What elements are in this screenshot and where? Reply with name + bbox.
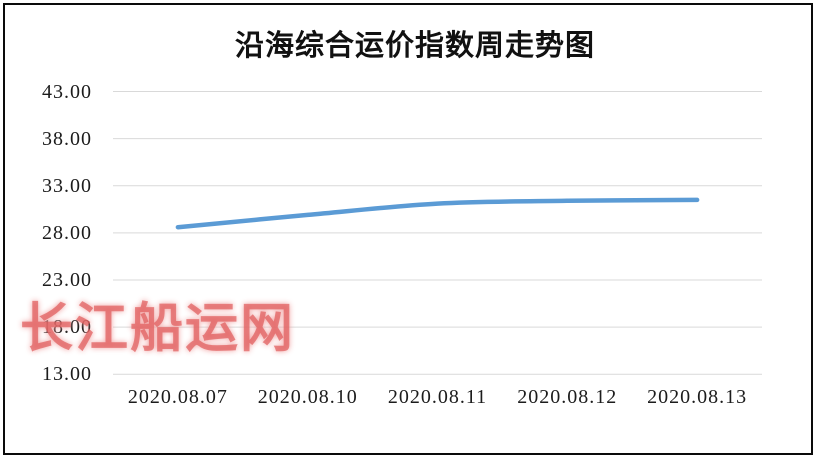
gridlines: [113, 91, 762, 375]
data-series-line: [175, 197, 700, 230]
y-tick-label: 18.00: [42, 316, 92, 339]
y-tick-label: 28.00: [42, 221, 92, 244]
y-tick-label: 38.00: [42, 127, 92, 150]
y-tick-label: 43.00: [42, 80, 92, 103]
y-tick-label: 13.00: [42, 363, 92, 386]
x-tick-label: 2020.08.13: [647, 386, 748, 408]
x-tick-label: 2020.08.07: [127, 386, 228, 408]
chart-title: 沿海综合运价指数周走势图: [234, 30, 595, 62]
x-tick-label: 2020.08.10: [257, 386, 358, 408]
x-tick-label: 2020.08.11: [387, 386, 488, 408]
y-tick-label: 23.00: [42, 268, 92, 291]
x-tick-label: 2020.08.12: [517, 386, 618, 408]
y-tick-label: 33.00: [42, 174, 92, 197]
